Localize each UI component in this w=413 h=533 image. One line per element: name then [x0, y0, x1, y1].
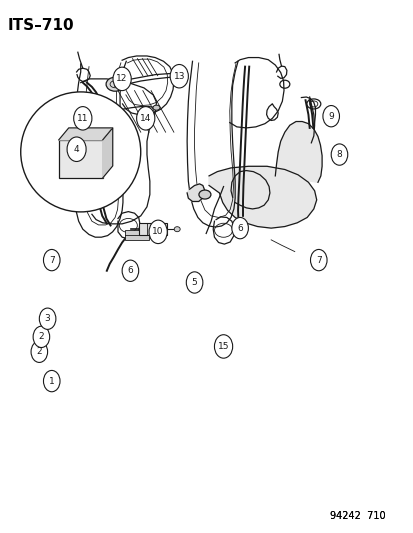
Text: 7: 7	[315, 256, 321, 264]
Ellipse shape	[43, 370, 60, 392]
Text: 6: 6	[237, 224, 242, 232]
Text: 14: 14	[140, 114, 151, 123]
Text: 11: 11	[77, 114, 88, 123]
Ellipse shape	[231, 217, 248, 239]
Ellipse shape	[174, 227, 180, 232]
Ellipse shape	[106, 77, 124, 91]
Text: 94242  710: 94242 710	[329, 511, 385, 521]
Text: 7: 7	[49, 256, 55, 264]
Polygon shape	[59, 128, 112, 140]
Text: 8: 8	[336, 150, 342, 159]
Bar	[139, 223, 167, 235]
Ellipse shape	[39, 308, 56, 329]
Ellipse shape	[149, 220, 167, 244]
Polygon shape	[102, 128, 112, 178]
Text: 5: 5	[191, 278, 197, 287]
Text: 6: 6	[127, 266, 133, 275]
Text: 10: 10	[152, 228, 164, 236]
Ellipse shape	[33, 326, 50, 348]
Ellipse shape	[95, 99, 104, 107]
Text: 13: 13	[173, 72, 185, 80]
Circle shape	[21, 92, 140, 212]
Text: ITS–710: ITS–710	[8, 18, 74, 33]
Text: 94242  710: 94242 710	[329, 511, 385, 521]
Text: 2: 2	[38, 333, 44, 341]
Ellipse shape	[113, 67, 131, 91]
Polygon shape	[275, 122, 321, 182]
Text: 3: 3	[45, 314, 50, 323]
Text: 12: 12	[116, 75, 128, 83]
Text: 15: 15	[217, 342, 229, 351]
Polygon shape	[87, 131, 114, 169]
Ellipse shape	[174, 71, 183, 78]
Ellipse shape	[153, 105, 159, 110]
Text: 2: 2	[36, 348, 42, 356]
Ellipse shape	[199, 190, 210, 199]
Ellipse shape	[186, 272, 202, 293]
Ellipse shape	[170, 64, 188, 88]
Ellipse shape	[31, 341, 47, 362]
Text: 4: 4	[74, 145, 79, 154]
Text: 1: 1	[49, 377, 55, 385]
Ellipse shape	[67, 137, 86, 161]
Ellipse shape	[330, 144, 347, 165]
Text: 9: 9	[328, 112, 333, 120]
Bar	[147, 223, 159, 235]
Ellipse shape	[310, 249, 326, 271]
Polygon shape	[209, 166, 316, 228]
Ellipse shape	[322, 106, 339, 127]
Ellipse shape	[43, 249, 60, 271]
Ellipse shape	[74, 107, 92, 130]
Ellipse shape	[122, 260, 138, 281]
Ellipse shape	[136, 107, 154, 130]
Ellipse shape	[214, 335, 232, 358]
Bar	[124, 230, 148, 239]
Bar	[59, 140, 102, 178]
Polygon shape	[187, 184, 204, 201]
